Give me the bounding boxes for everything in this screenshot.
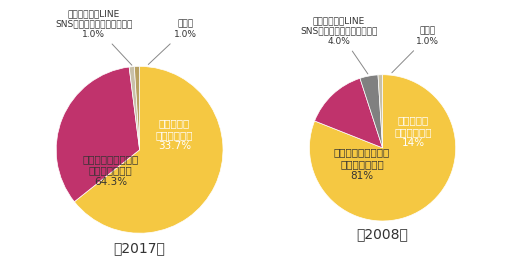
Text: 携帯メール・LINE
SNS等でしたい（されたい）
1.0%: 携帯メール・LINE SNS等でしたい（されたい） 1.0%	[55, 9, 132, 65]
Wedge shape	[74, 66, 223, 233]
Wedge shape	[56, 67, 140, 202]
Wedge shape	[129, 67, 140, 150]
Text: 【2008】: 【2008】	[357, 227, 408, 241]
Wedge shape	[310, 75, 455, 221]
Wedge shape	[314, 78, 383, 148]
Text: 【2017】: 【2017】	[114, 241, 165, 255]
Text: その他
1.0%: その他 1.0%	[392, 27, 439, 73]
Text: 携帯メール・LINE
SNS等でしたい（されたい）
4.0%: 携帯メール・LINE SNS等でしたい（されたい） 4.0%	[300, 16, 377, 74]
Text: 突然したい
（されたい）
14%: 突然したい （されたい） 14%	[394, 115, 432, 148]
Text: 直接会って言いたい
（言われたい）
64.3%: 直接会って言いたい （言われたい） 64.3%	[82, 154, 139, 187]
Text: 突然したい
（されたい）
33.7%: 突然したい （されたい） 33.7%	[156, 118, 193, 151]
Text: その他
1.0%: その他 1.0%	[148, 20, 197, 64]
Text: 直接会って言いたい
（言われたい）
81%: 直接会って言いたい （言われたい） 81%	[334, 147, 390, 181]
Wedge shape	[378, 75, 383, 148]
Wedge shape	[134, 66, 140, 150]
Wedge shape	[360, 75, 383, 148]
